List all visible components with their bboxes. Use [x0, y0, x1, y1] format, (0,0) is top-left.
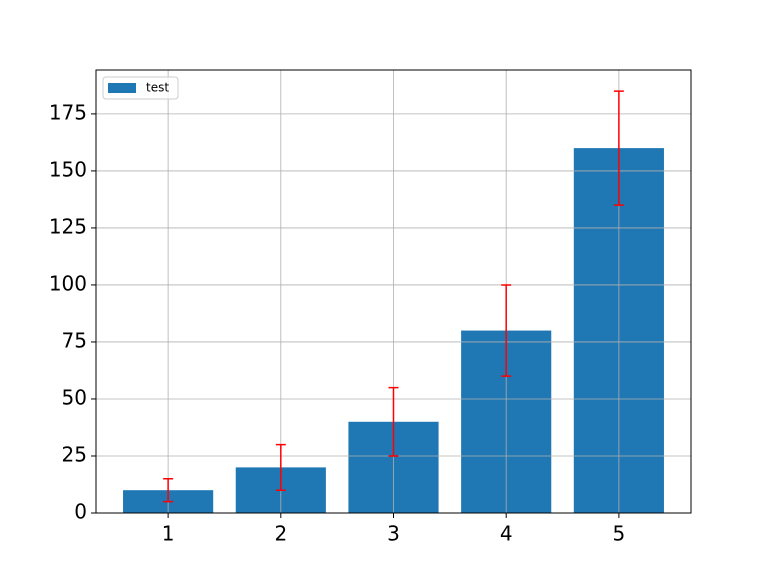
legend-box [102, 76, 179, 100]
y-tick-label: 100 [49, 271, 87, 295]
y-tick-label: 75 [62, 328, 87, 352]
y-tick-label: 125 [49, 214, 87, 238]
y-tick-label: 0 [74, 500, 87, 524]
legend-swatch [108, 83, 136, 93]
error-bar [163, 478, 174, 503]
x-tick-label: 1 [162, 522, 175, 546]
error-bar [501, 284, 512, 377]
y-tick-label: 25 [62, 442, 87, 466]
legend-label: test [146, 81, 169, 95]
error-bar [388, 386, 399, 457]
error-bar [613, 90, 624, 206]
y-tick-label: 175 [49, 100, 87, 124]
error-bar [275, 443, 286, 491]
x-tick-label: 5 [613, 522, 626, 546]
plot-frame [95, 69, 692, 514]
x-tick-label: 3 [387, 522, 400, 546]
y-tick-label: 50 [62, 385, 87, 409]
x-tick-label: 4 [500, 522, 513, 546]
x-tick-label: 2 [274, 522, 287, 546]
y-tick-label: 150 [49, 157, 87, 181]
